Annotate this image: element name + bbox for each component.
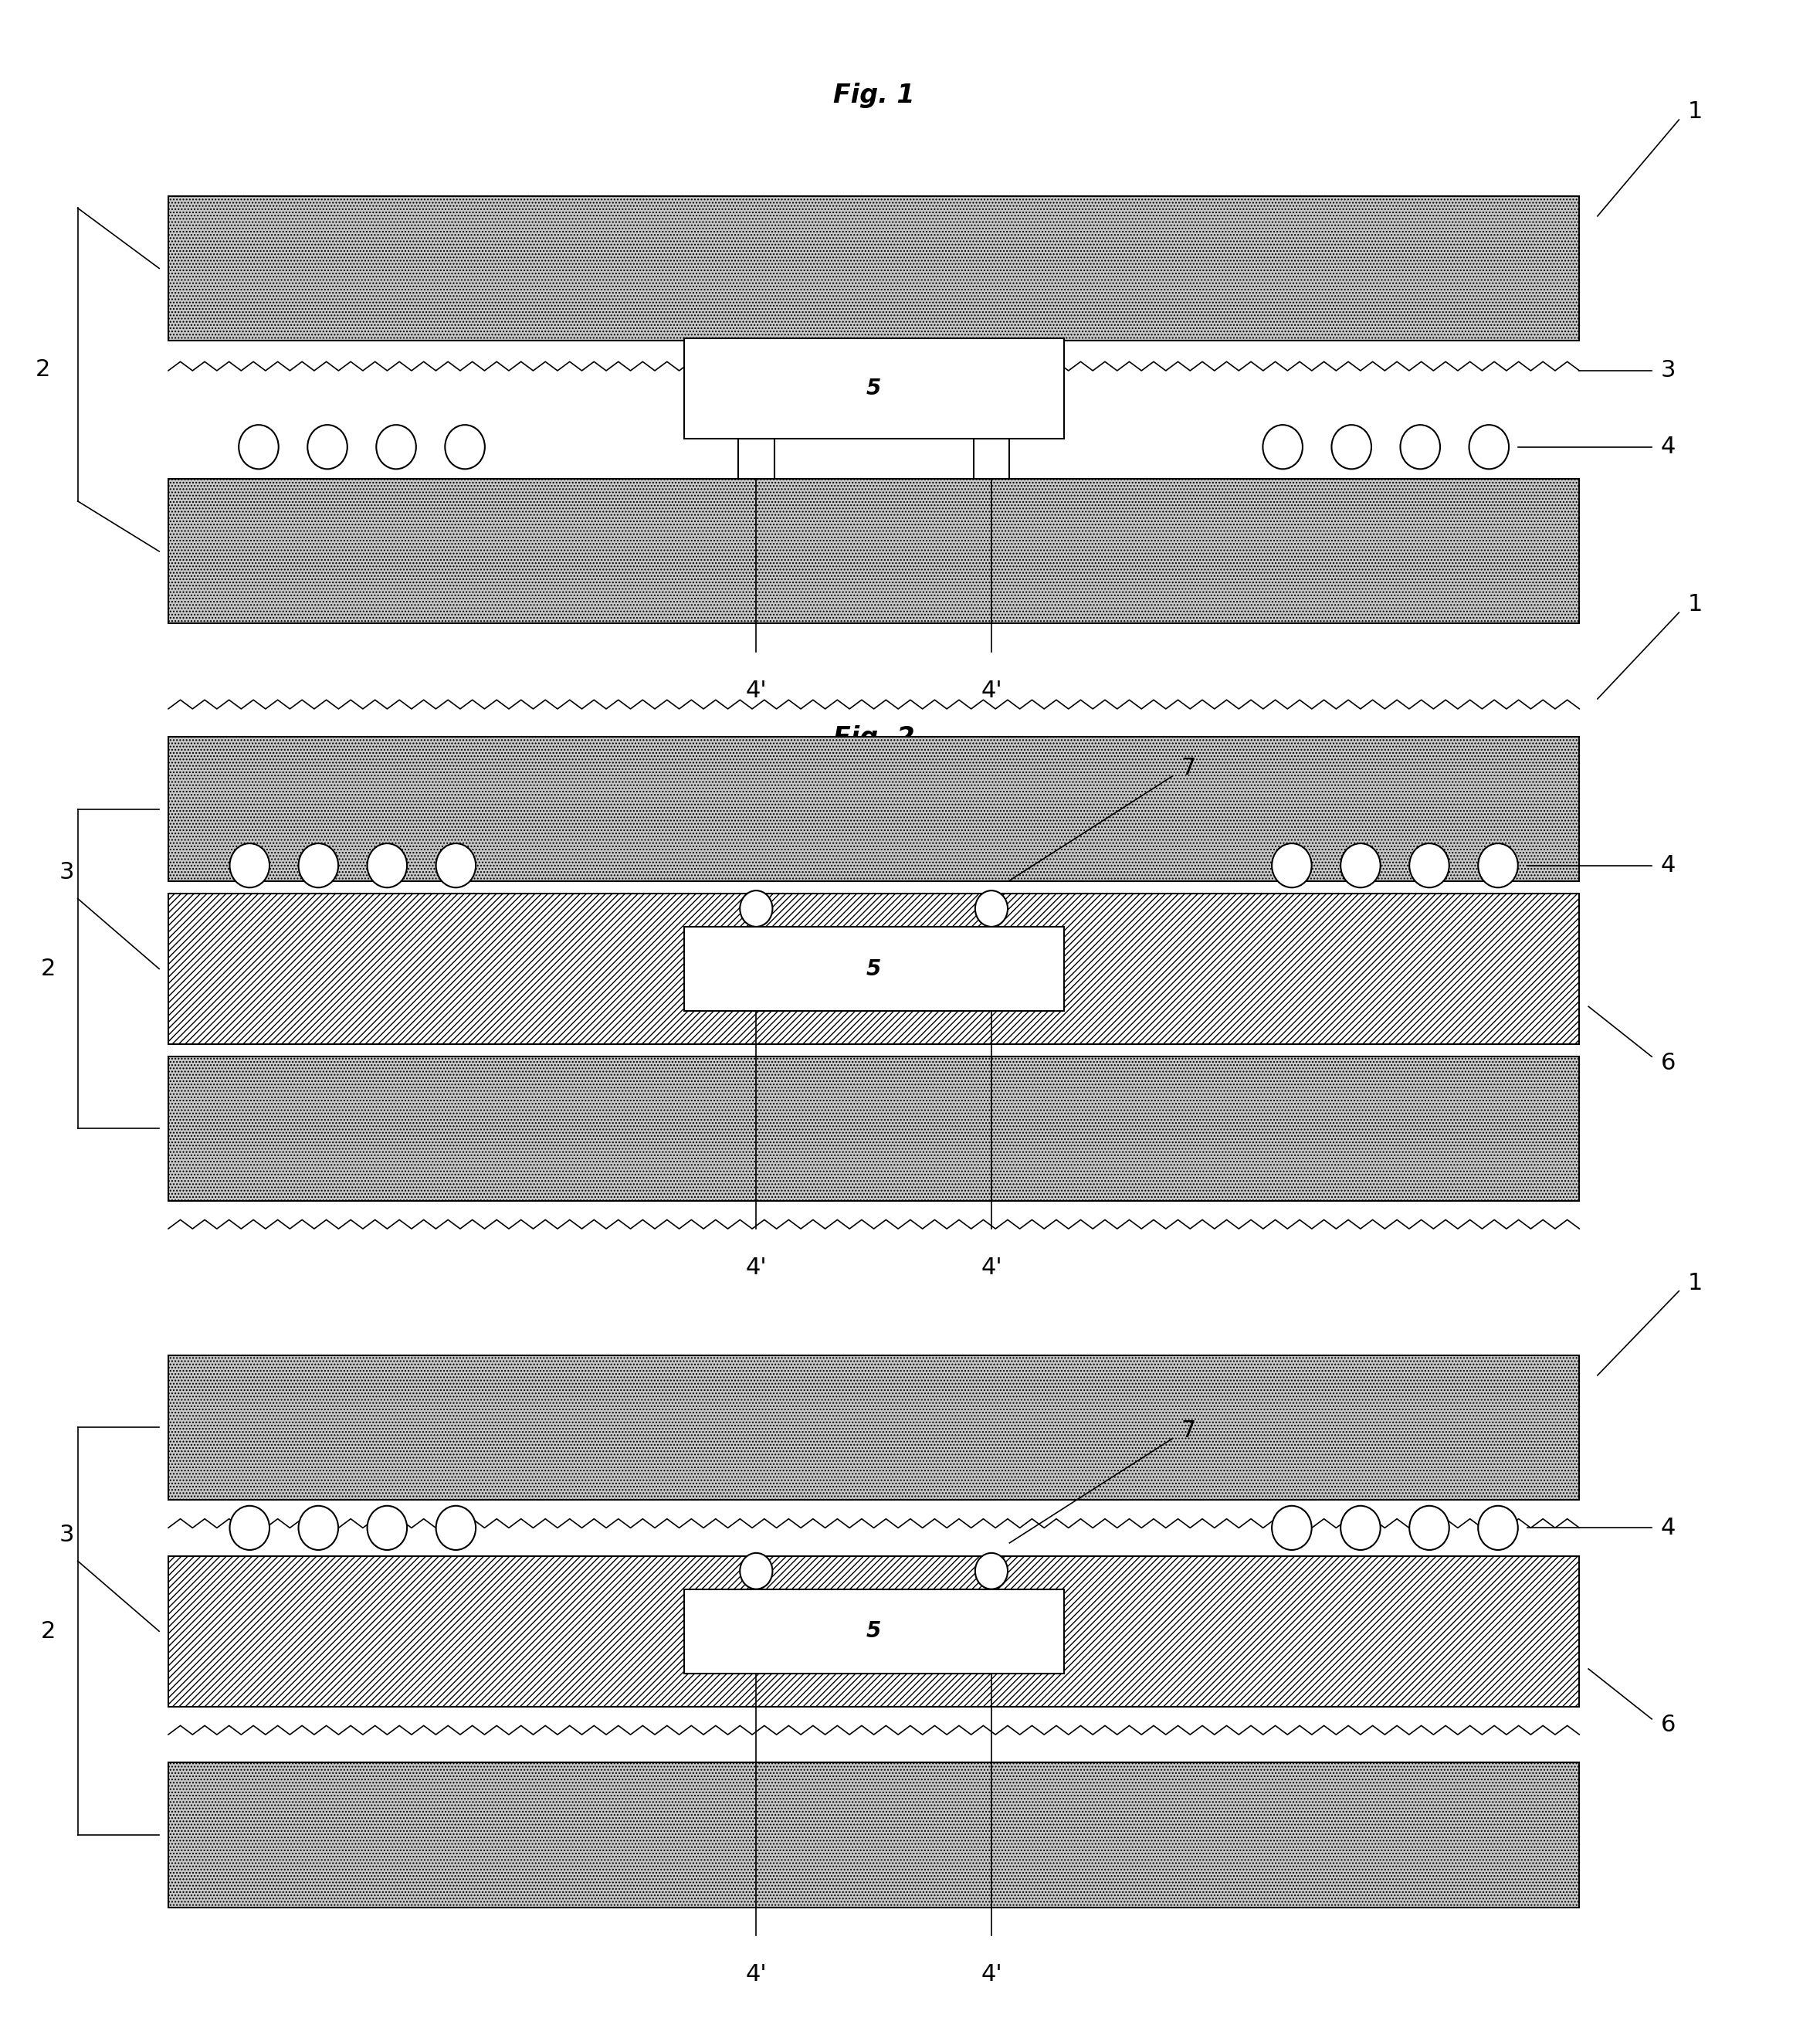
- Text: 7: 7: [1181, 757, 1196, 779]
- Text: 7: 7: [1181, 1419, 1196, 1441]
- Circle shape: [976, 1554, 1008, 1588]
- Circle shape: [1400, 426, 1440, 468]
- Circle shape: [1469, 426, 1509, 468]
- Text: 2: 2: [42, 959, 56, 981]
- Circle shape: [298, 1505, 339, 1550]
- Text: 4': 4': [746, 1964, 766, 1986]
- Text: 4: 4: [1662, 436, 1676, 458]
- Bar: [167, 737, 1580, 882]
- Text: 4: 4: [1662, 1518, 1676, 1540]
- Bar: [974, 440, 1010, 478]
- Circle shape: [368, 844, 408, 888]
- Text: 4': 4': [746, 1257, 766, 1279]
- Circle shape: [1409, 844, 1449, 888]
- Bar: [739, 440, 774, 478]
- Text: Fig. 2: Fig. 2: [834, 724, 915, 751]
- Circle shape: [229, 844, 269, 888]
- Circle shape: [1272, 1505, 1312, 1550]
- Circle shape: [1478, 1505, 1518, 1550]
- Circle shape: [437, 844, 475, 888]
- Bar: [167, 894, 1580, 1043]
- Bar: [167, 1055, 1580, 1201]
- Text: 5: 5: [866, 377, 881, 400]
- Text: 6: 6: [1662, 1713, 1676, 1735]
- Circle shape: [437, 1505, 475, 1550]
- Circle shape: [229, 1505, 269, 1550]
- Circle shape: [976, 890, 1008, 926]
- Text: 3: 3: [58, 862, 75, 884]
- Text: 6: 6: [1662, 1051, 1676, 1074]
- Circle shape: [298, 844, 339, 888]
- Bar: [167, 1356, 1580, 1499]
- Circle shape: [1341, 1505, 1380, 1550]
- Text: 4: 4: [1662, 854, 1676, 876]
- Circle shape: [1332, 426, 1370, 468]
- Text: 2: 2: [42, 1620, 56, 1643]
- Circle shape: [377, 426, 417, 468]
- Bar: [684, 926, 1063, 1011]
- Circle shape: [238, 426, 278, 468]
- Text: 1: 1: [1687, 593, 1704, 615]
- Text: 3: 3: [1662, 359, 1676, 381]
- Text: 1: 1: [1687, 1271, 1704, 1294]
- Text: 2: 2: [36, 359, 51, 381]
- Circle shape: [308, 426, 348, 468]
- Text: 4': 4': [981, 1257, 1003, 1279]
- Circle shape: [446, 426, 484, 468]
- Bar: [684, 1588, 1063, 1673]
- Text: Fig. 3: Fig. 3: [834, 1409, 915, 1433]
- Text: 4': 4': [981, 680, 1003, 702]
- Bar: [167, 478, 1580, 624]
- Bar: [167, 1764, 1580, 1907]
- Bar: [684, 339, 1063, 440]
- Text: 3: 3: [58, 1524, 75, 1546]
- Text: 5: 5: [866, 1620, 881, 1643]
- Circle shape: [1478, 844, 1518, 888]
- Circle shape: [1272, 844, 1312, 888]
- Text: Fig. 1: Fig. 1: [834, 83, 915, 109]
- Text: 4': 4': [981, 1964, 1003, 1986]
- Circle shape: [1341, 844, 1380, 888]
- Circle shape: [741, 890, 772, 926]
- Text: 5: 5: [866, 959, 881, 979]
- Circle shape: [741, 1554, 772, 1588]
- Text: 4': 4': [746, 680, 766, 702]
- Bar: [167, 196, 1580, 341]
- Bar: [167, 1556, 1580, 1707]
- Text: 1: 1: [1687, 101, 1704, 123]
- Circle shape: [368, 1505, 408, 1550]
- Circle shape: [1409, 1505, 1449, 1550]
- Circle shape: [1263, 426, 1303, 468]
